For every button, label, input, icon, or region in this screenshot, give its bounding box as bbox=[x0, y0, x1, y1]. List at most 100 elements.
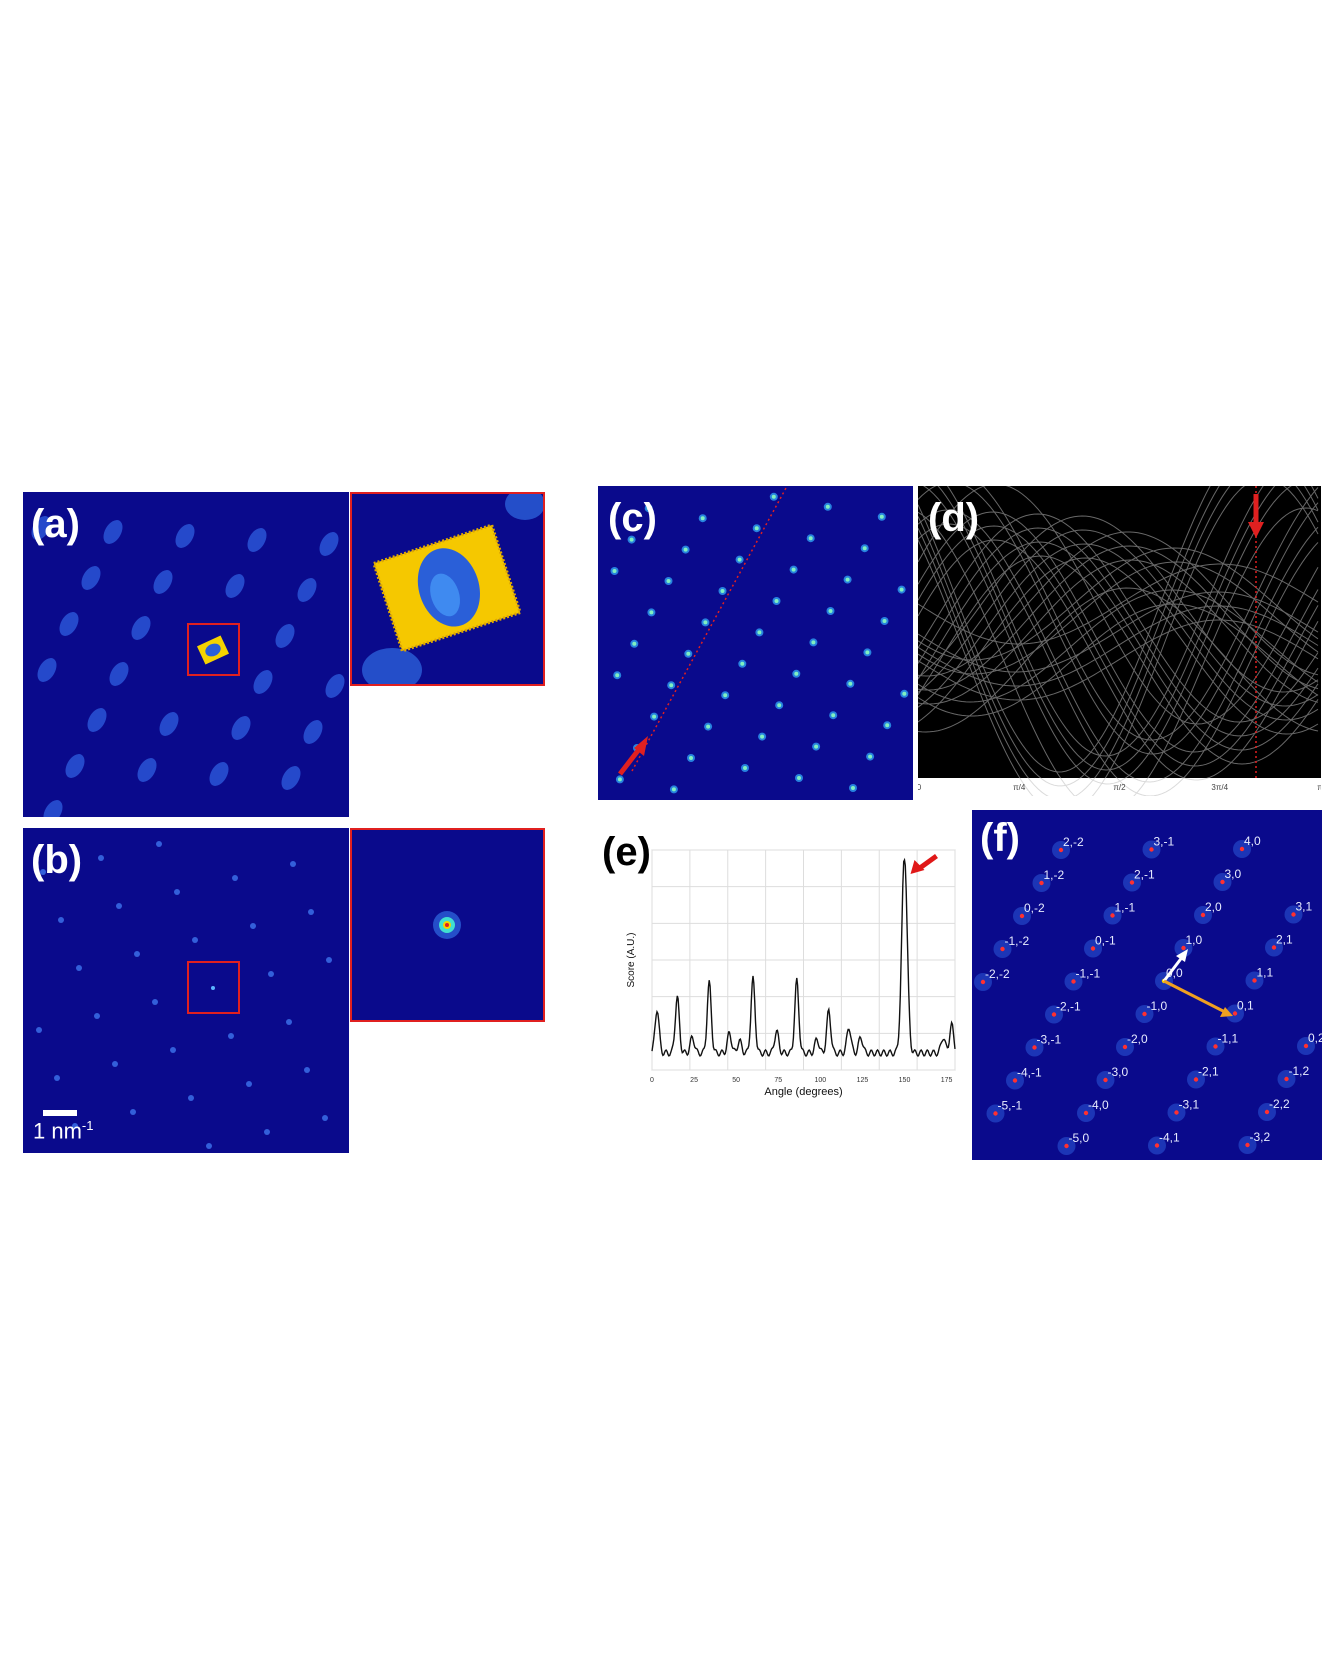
diffraction-spot bbox=[192, 937, 198, 943]
diffraction-spot bbox=[308, 909, 314, 915]
panel-c-arrow bbox=[618, 736, 648, 776]
bragg-spot-core bbox=[774, 599, 779, 603]
panel-c-fit-line bbox=[631, 487, 787, 772]
bragg-spot-core bbox=[666, 579, 671, 583]
lattice-spot-marker bbox=[1291, 912, 1296, 917]
y-axis-label: Score (A.U.) bbox=[626, 932, 637, 987]
lattice-spot-marker bbox=[980, 979, 986, 985]
lattice-index-label: 2,-2 bbox=[1063, 835, 1084, 849]
lattice-index-label: 1,1 bbox=[1257, 966, 1274, 980]
lattice-spot-marker bbox=[1142, 1011, 1147, 1017]
diffraction-blob bbox=[31, 516, 51, 540]
lattice-spot-marker bbox=[1000, 946, 1005, 952]
diffraction-spot bbox=[76, 965, 82, 971]
diffraction-blob bbox=[65, 754, 85, 778]
x-tick-label: 100 bbox=[814, 1077, 826, 1084]
hough-curve bbox=[917, 523, 1319, 797]
bragg-spot-core bbox=[652, 714, 657, 719]
lattice-spot-marker bbox=[1149, 847, 1154, 852]
lattice-spot-marker bbox=[1213, 1044, 1218, 1049]
lattice-index-label: 3,0 bbox=[1225, 867, 1242, 881]
scale-bar-superscript: -1 bbox=[81, 1118, 94, 1133]
diffraction-blob bbox=[131, 616, 151, 640]
d-axis-tick-label: 3π/4 bbox=[1211, 783, 1228, 792]
panel-d-arrow bbox=[1248, 494, 1264, 538]
lattice-index-label: -3,0 bbox=[1108, 1065, 1129, 1079]
diffraction-spot bbox=[322, 1115, 328, 1121]
x-tick-label: 150 bbox=[899, 1077, 911, 1084]
lattice-index-label: 0,1 bbox=[1237, 999, 1254, 1013]
lattice-spot-marker bbox=[1303, 1043, 1309, 1049]
bragg-spot-core bbox=[754, 526, 759, 531]
diffraction-blob bbox=[275, 624, 295, 648]
lattice-spot-marker bbox=[1012, 1078, 1018, 1083]
bragg-spot-core bbox=[899, 587, 904, 592]
hough-curve bbox=[917, 541, 1319, 751]
panel-e: 0 25 50 75 100 125 150 175 Angle (degrees) Score … bbox=[600, 830, 970, 1115]
panel-e-label: (e) bbox=[602, 830, 651, 874]
panel-b-selection-box bbox=[187, 961, 240, 1014]
bragg-spot-core bbox=[845, 577, 850, 582]
bragg-spot-core bbox=[612, 569, 617, 573]
bragg-spot-core bbox=[683, 547, 688, 552]
lattice-index-label: -4,0 bbox=[1088, 1098, 1109, 1112]
lattice-spot-marker bbox=[1064, 1143, 1069, 1149]
x-tick-label: 25 bbox=[690, 1077, 698, 1084]
diffraction-spot bbox=[174, 889, 180, 895]
lattice-spot-marker bbox=[1071, 979, 1076, 984]
diffraction-spot bbox=[326, 957, 332, 963]
bragg-spot-core bbox=[902, 691, 907, 696]
hough-curve bbox=[917, 483, 1319, 725]
diffraction-blob bbox=[209, 762, 229, 786]
lattice-index-label: 2,-1 bbox=[1134, 868, 1155, 882]
x-tick-label: 75 bbox=[774, 1077, 782, 1084]
bragg-spot-core bbox=[851, 786, 855, 790]
lattice-spot-marker bbox=[1252, 978, 1257, 983]
lattice-spot-marker bbox=[1090, 946, 1096, 951]
diffraction-spot bbox=[36, 1027, 42, 1033]
bragg-spot-core bbox=[794, 671, 799, 676]
diffraction-blob bbox=[297, 578, 317, 602]
diffraction-blob bbox=[159, 712, 179, 736]
lattice-spot-marker bbox=[1181, 945, 1186, 951]
d-axis-tick-label: π/4 bbox=[1013, 783, 1026, 792]
lattice-index-label: -2,2 bbox=[1269, 1097, 1290, 1111]
panel-a: (a) bbox=[23, 492, 349, 824]
bragg-spot-core bbox=[882, 619, 887, 623]
hough-curve bbox=[917, 563, 1319, 645]
hough-curve bbox=[917, 451, 1319, 757]
lattice-index-label: 1,-2 bbox=[1044, 868, 1065, 882]
hough-curve bbox=[917, 539, 1319, 781]
diffraction-spot bbox=[156, 841, 162, 847]
hough-curve bbox=[917, 465, 1319, 771]
bragg-spot-core bbox=[740, 661, 745, 666]
lattice-spot-marker bbox=[1058, 847, 1064, 853]
d-axis-tick-label: π/2 bbox=[1113, 783, 1126, 792]
panel-d-label: (d) bbox=[928, 496, 980, 540]
scale-bar bbox=[43, 1110, 77, 1116]
diffraction-spot bbox=[72, 1123, 78, 1129]
bragg-spot-core bbox=[737, 557, 742, 562]
bragg-spot-core bbox=[868, 754, 873, 759]
bragg-spot-core bbox=[632, 641, 637, 646]
lattice-index-label: 3,1 bbox=[1296, 900, 1313, 914]
diffraction-spot bbox=[152, 999, 158, 1005]
bragg-spot-core bbox=[700, 516, 705, 521]
panel-b-inset bbox=[350, 828, 545, 1022]
lattice-index-label: -3,-1 bbox=[1037, 1033, 1062, 1047]
diffraction-blob bbox=[175, 524, 195, 548]
diffraction-spot bbox=[130, 1109, 136, 1115]
hough-curve bbox=[917, 591, 1319, 673]
lattice-spot-marker bbox=[1032, 1045, 1037, 1050]
bragg-spot-core bbox=[689, 756, 693, 760]
lattice-index-label: 3,-1 bbox=[1154, 835, 1175, 849]
hough-curve bbox=[917, 603, 1319, 717]
lattice-index-label: -1,-1 bbox=[1076, 967, 1101, 981]
lattice-spot-marker bbox=[1284, 1076, 1289, 1082]
diffraction-spot bbox=[264, 1129, 270, 1135]
scale-bar-label: 1 nm-1 bbox=[33, 1118, 93, 1144]
panel-c: (c) bbox=[598, 486, 913, 800]
diffraction-blob bbox=[81, 566, 101, 590]
panel-a-selection-box bbox=[187, 623, 240, 676]
lattice-index-label: -1,0 bbox=[1147, 999, 1168, 1013]
